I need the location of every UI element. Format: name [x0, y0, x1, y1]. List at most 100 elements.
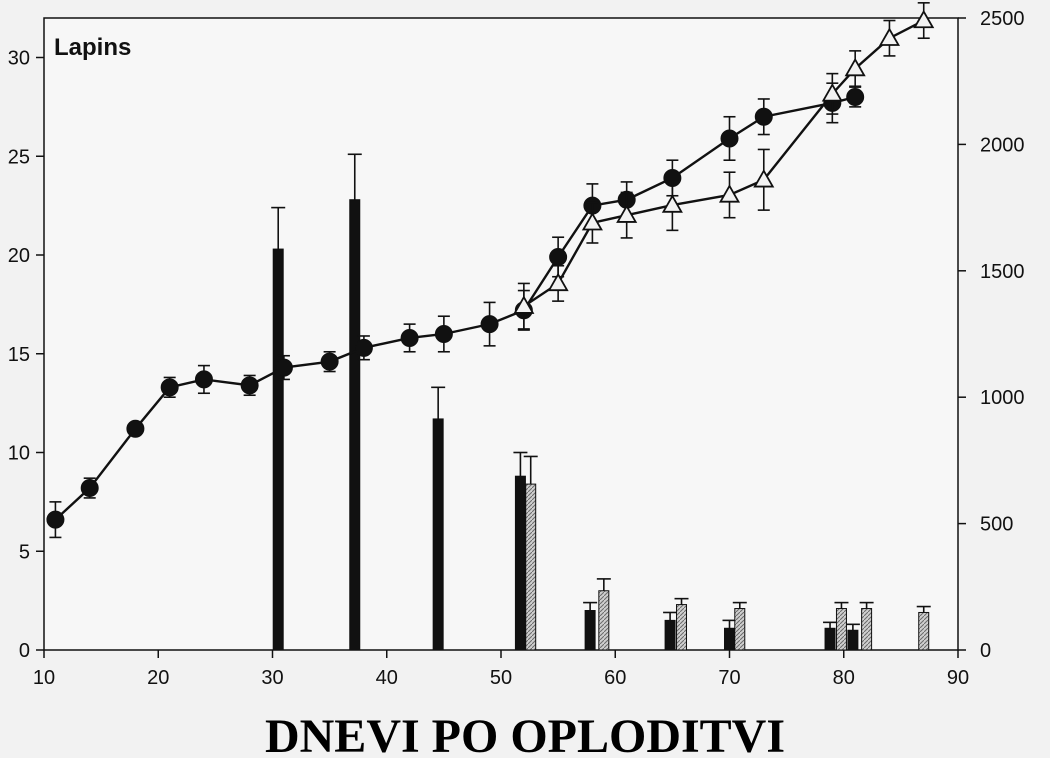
- y-right-tick-label: 2000: [980, 134, 1025, 156]
- x-tick-label: 30: [261, 667, 283, 689]
- bar: [835, 608, 847, 651]
- y-right-tick-label: 0: [980, 640, 991, 662]
- point-marker: [718, 184, 741, 203]
- point-3: [160, 376, 179, 399]
- point-1: [80, 477, 99, 499]
- point-marker: [581, 211, 603, 231]
- point-marker: [126, 419, 145, 438]
- point-marker: [846, 88, 865, 106]
- x-tick-label: 90: [947, 667, 969, 689]
- point-marker: [547, 272, 569, 292]
- point-1: [547, 264, 569, 302]
- y-right-tick-label: 1500: [980, 261, 1025, 283]
- point-marker: [754, 107, 773, 126]
- bar: [664, 619, 676, 651]
- x-tick-label: 60: [604, 667, 626, 689]
- x-tick-label: 50: [490, 667, 512, 689]
- y-left-tick-label: 0: [19, 640, 30, 662]
- point-marker: [821, 83, 843, 102]
- point-0: [46, 501, 65, 539]
- point-6: [753, 148, 775, 211]
- point-marker: [80, 479, 99, 498]
- point-8: [354, 335, 373, 361]
- bar-black-1: [347, 153, 362, 651]
- bar: [272, 248, 284, 651]
- point-18: [754, 98, 773, 136]
- point-marker: [160, 378, 179, 397]
- point-marker: [194, 370, 213, 389]
- point-9: [878, 19, 901, 57]
- point-marker: [434, 325, 453, 343]
- point-marker: [320, 352, 339, 371]
- point-0: [513, 282, 535, 330]
- point-marker: [480, 315, 499, 334]
- point-10: [913, 2, 935, 40]
- point-marker: [46, 510, 65, 529]
- point-20: [846, 86, 865, 108]
- point-9: [400, 323, 419, 353]
- y-left-tick-label: 5: [19, 541, 30, 563]
- point-marker: [354, 338, 373, 357]
- bar: [598, 590, 610, 651]
- point-marker: [513, 295, 535, 314]
- point-10: [434, 315, 453, 353]
- point-16: [663, 159, 682, 197]
- bar: [861, 608, 873, 651]
- point-4: [661, 178, 683, 232]
- point-marker: [720, 129, 739, 148]
- point-2: [581, 201, 603, 244]
- y-right-tick-label: 500: [980, 514, 1013, 536]
- x-tick-label: 10: [33, 667, 55, 689]
- point-marker: [400, 328, 419, 347]
- point-5: [718, 171, 741, 219]
- y-left-tick-label: 15: [8, 344, 30, 366]
- point-marker: [753, 168, 775, 188]
- point-7: [320, 350, 339, 373]
- bar: [514, 475, 526, 651]
- y-left-tick-label: 20: [8, 245, 30, 267]
- point-marker: [844, 57, 866, 77]
- bar: [724, 627, 735, 651]
- bar-black-2: [431, 386, 446, 651]
- bar-hatched-2: [674, 597, 689, 651]
- bar-black-0: [271, 206, 286, 651]
- bar-hatched-4: [834, 601, 849, 651]
- point-4: [194, 364, 213, 395]
- point-2: [126, 419, 145, 438]
- chart-title: Lapins: [54, 34, 131, 61]
- point-3: [616, 191, 638, 239]
- point-marker: [913, 9, 935, 29]
- bar-black-8: [845, 623, 860, 651]
- point-6: [274, 354, 293, 381]
- point-17: [720, 115, 739, 161]
- bar: [824, 627, 836, 651]
- bar: [918, 611, 930, 651]
- bar-black-7: [823, 621, 838, 651]
- point-5: [240, 374, 259, 397]
- bar-black-5: [663, 611, 678, 651]
- bar: [734, 608, 746, 651]
- point-marker: [549, 247, 568, 266]
- point-marker: [878, 27, 901, 46]
- bar-hatched-3: [732, 601, 747, 651]
- bar-hatched-5: [859, 601, 874, 651]
- y-left-tick-label: 10: [8, 443, 30, 465]
- y-right-tick-label: 1000: [980, 387, 1025, 409]
- bar-hatched-0: [523, 455, 538, 651]
- x-tick-label: 70: [718, 667, 740, 689]
- bar: [584, 610, 596, 651]
- point-marker: [616, 204, 638, 223]
- point-11: [480, 301, 499, 347]
- bar: [676, 604, 688, 651]
- point-marker: [240, 376, 259, 395]
- point-8: [844, 50, 866, 88]
- bar-hatched-6: [916, 605, 931, 651]
- series-open-triangle: [513, 2, 935, 330]
- bar-hatched-1: [596, 578, 611, 651]
- x-tick-label: 20: [147, 667, 169, 689]
- bar-black-4: [583, 601, 598, 651]
- x-tick-label: 40: [376, 667, 398, 689]
- bar: [432, 418, 444, 651]
